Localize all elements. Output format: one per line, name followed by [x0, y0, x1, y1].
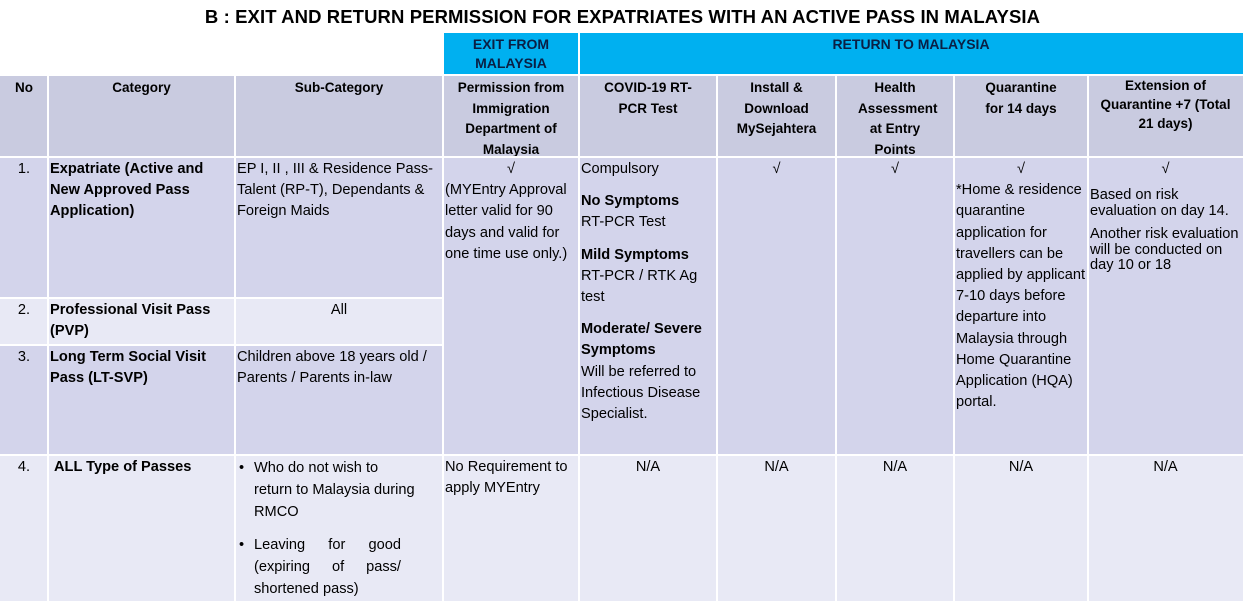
group-header-exit: EXIT FROM MALAYSIA — [443, 33, 579, 74]
row4-no: 4. — [0, 456, 48, 601]
covid-severe-text: Will be referred to Infectious Disease S… — [581, 363, 701, 423]
header-install: Install & Download MySejahtera — [717, 76, 836, 156]
header-subcategory: Sub-Category — [235, 76, 443, 156]
covid-mild-label: Mild Symptoms — [581, 246, 689, 263]
permission-check: √ — [506, 161, 515, 177]
list-item: • Who do not wish to return to Malaysia … — [237, 457, 441, 523]
health-check: √ — [890, 161, 899, 177]
covid-no-symptoms-text: RT-PCR Test — [581, 214, 666, 231]
page-title: B : EXIT AND RETURN PERMISSION FOR EXPAT… — [204, 6, 1041, 27]
health-merged: √ — [836, 158, 954, 454]
header-category: Category — [48, 76, 235, 156]
divider — [835, 76, 837, 601]
row4-permission: No Requirement to apply MYEntry — [443, 456, 579, 601]
header-covid: COVID-19 RT-PCR Test — [579, 76, 717, 156]
row1-subcategory: EP I, II , III & Residence Pass-Talent (… — [235, 158, 443, 297]
row2-no: 2. — [0, 299, 48, 344]
quarantine-check: √ — [1016, 161, 1025, 177]
header-no: No — [0, 76, 48, 156]
row3-subcategory: Children above 18 years old / Parents / … — [235, 346, 443, 454]
row4-category: ALL Type of Passes — [48, 456, 235, 601]
divider — [442, 33, 444, 601]
row1-no: 1. — [0, 158, 48, 297]
bullet-icon: • — [239, 460, 245, 476]
extension-note-2: Another risk evaluation will be conducte… — [1090, 226, 1239, 274]
divider — [0, 344, 443, 346]
quarantine-merged: √ *Home & residence quarantine applicati… — [954, 158, 1088, 454]
header-health: Health Assessment at Entry Points — [836, 76, 954, 156]
divider — [1087, 76, 1089, 601]
covid-no-symptoms-label: No Symptoms — [581, 193, 680, 210]
install-check: √ — [772, 161, 781, 177]
row4-covid: N/A — [579, 456, 717, 601]
divider — [0, 297, 443, 299]
row4-health: N/A — [836, 456, 954, 601]
covid-mild-text: RT-PCR / RTK Ag test — [581, 267, 698, 306]
row2-subcategory: All — [235, 299, 443, 344]
group-header-return: RETURN TO MALAYSIA — [579, 33, 1243, 74]
covid-merged: Compulsory No Symptoms RT-PCR Test Mild … — [579, 158, 717, 454]
permission-note: (MYEntry Approval letter valid for 90 da… — [445, 182, 568, 262]
divider — [716, 76, 718, 601]
row4-quarantine: N/A — [954, 456, 1088, 601]
quarantine-note: *Home & residence quarantine application… — [956, 182, 1086, 411]
divider — [0, 156, 1243, 158]
divider — [578, 33, 580, 601]
row2-category: Professional Visit Pass (PVP) — [48, 299, 235, 344]
row1-category: Expatriate (Active and New Approved Pass… — [48, 158, 235, 297]
row4-install: N/A — [717, 456, 836, 601]
row3-no: 3. — [0, 346, 48, 454]
list-item: • Leaving for good (expiring of pass/ sh… — [237, 534, 441, 600]
extension-merged: √ Based on risk evaluation on day 14. An… — [1088, 158, 1243, 454]
install-merged: √ — [717, 158, 836, 454]
divider — [953, 76, 955, 601]
covid-compulsory: Compulsory — [581, 161, 659, 177]
divider — [0, 74, 1243, 76]
divider — [0, 454, 1243, 456]
group-header-blank — [0, 33, 443, 74]
covid-severe-label: Moderate/ Severe Symptoms — [581, 321, 702, 359]
header-permission: Permission from Immigration Department o… — [443, 76, 579, 156]
row3-category: Long Term Social Visit Pass (LT-SVP) — [48, 346, 235, 454]
header-quarantine: Quarantine for 14 days — [954, 76, 1088, 156]
divider — [47, 76, 49, 601]
permission-merged: √ (MYEntry Approval letter valid for 90 … — [443, 158, 579, 454]
divider — [234, 76, 236, 601]
extension-check: √ — [1161, 161, 1170, 177]
bullet-icon: • — [239, 537, 245, 553]
row4-extension: N/A — [1088, 456, 1243, 601]
row4-subcategory: • Who do not wish to return to Malaysia … — [235, 456, 443, 601]
header-extension: Extension of Quarantine +7 (Total 21 day… — [1088, 76, 1243, 156]
extension-note-1: Based on risk evaluation on day 14. — [1090, 187, 1229, 219]
